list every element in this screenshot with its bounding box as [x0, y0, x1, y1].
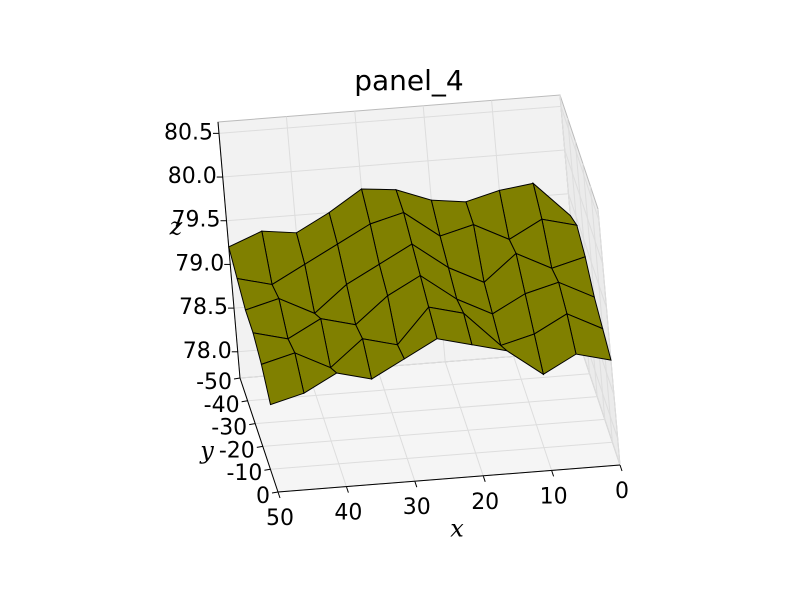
y-tick: [264, 468, 271, 471]
z-axis: [217, 121, 241, 379]
grid-line: [444, 361, 484, 476]
y-tick-label: -10: [226, 461, 262, 486]
grid-line: [597, 208, 621, 466]
x-tick: [414, 481, 418, 488]
grid-line: [307, 372, 347, 487]
z-tick-label: 79.5: [172, 208, 221, 233]
y-tick: [233, 377, 241, 380]
y-tick: [241, 400, 248, 403]
y-tick: [249, 423, 256, 426]
z-tick-label: 80.0: [168, 164, 217, 189]
chart-title: panel_4: [354, 64, 464, 97]
y-tick-label: -30: [211, 416, 247, 441]
x-tick-label: 30: [403, 495, 431, 520]
x-tick: [482, 475, 486, 482]
grid-line: [270, 441, 613, 470]
y-tick-label: -40: [204, 393, 240, 418]
grid-line: [255, 396, 598, 425]
grid-line: [218, 105, 562, 134]
grid-line: [247, 373, 590, 402]
x-tick-label: 40: [334, 501, 362, 526]
x-tick: [345, 486, 349, 493]
y-axis-label: y: [199, 437, 214, 465]
x-tick-label: 20: [471, 490, 499, 515]
y-axis: [239, 377, 279, 493]
grid-line: [262, 418, 605, 447]
grid-line: [581, 350, 621, 466]
grid-line: [589, 186, 613, 443]
y-tick-label: 0: [256, 484, 270, 509]
z-tick-label: 80.5: [164, 120, 213, 145]
z-tick-label: 78.5: [179, 295, 228, 320]
grid-line: [582, 163, 606, 420]
y-tick: [256, 445, 263, 448]
y-tick: [271, 491, 279, 494]
y-tick-label: -50: [196, 370, 232, 395]
x-tick-label: 0: [615, 479, 629, 504]
x-tick: [277, 491, 281, 499]
surface: [228, 181, 612, 406]
grid-line: [560, 106, 600, 221]
x-axis-label: x: [450, 515, 464, 543]
z-axis-label: z: [169, 213, 183, 241]
x-tick-label: 10: [540, 484, 568, 509]
grid-line: [564, 149, 604, 265]
x-tick: [551, 470, 555, 477]
grid-line: [222, 149, 565, 178]
grid-line: [568, 193, 607, 308]
y-tick-label: -20: [219, 438, 255, 463]
x-tick-label: 50: [266, 506, 294, 531]
surface-cell: [260, 352, 305, 406]
grid-line: [513, 356, 553, 471]
z-tick-label: 78.0: [183, 339, 232, 364]
x-tick: [619, 464, 623, 472]
grid-line: [376, 367, 416, 482]
z-tick-label: 79.0: [175, 251, 224, 276]
x-axis: [277, 464, 621, 493]
